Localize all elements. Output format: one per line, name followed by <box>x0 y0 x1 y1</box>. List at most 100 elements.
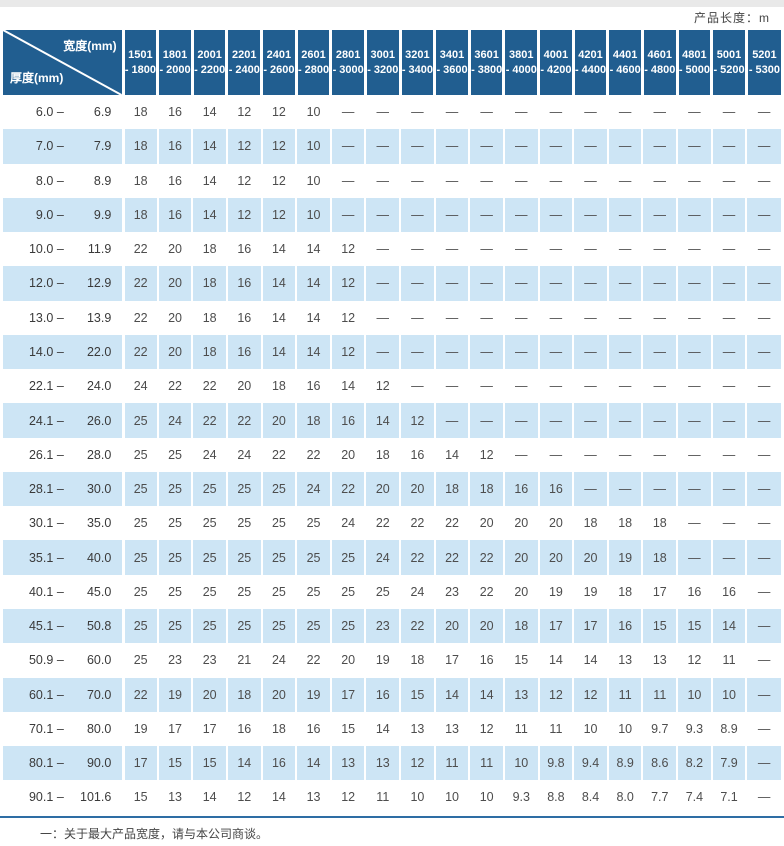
length-cell: 15 <box>502 643 539 678</box>
length-cell: 12 <box>329 334 366 370</box>
length-cell: 23 <box>364 608 401 644</box>
length-cell: 22 <box>191 403 227 438</box>
length-cell-dash: — <box>329 163 366 198</box>
length-cell: 8.8 <box>537 780 574 815</box>
length-cell: 14 <box>191 780 227 815</box>
length-cell: 20 <box>502 540 539 575</box>
length-cell-dash: — <box>537 95 574 130</box>
length-cell: 20 <box>156 334 193 370</box>
length-cell: 14 <box>260 780 297 815</box>
length-cell: 22 <box>121 300 158 335</box>
length-cell: 22 <box>433 540 470 575</box>
length-cell: 24 <box>260 643 297 678</box>
length-cell: 12 <box>225 163 262 198</box>
length-cell-dash: — <box>606 403 643 438</box>
width-range-header: 1801- 2000 <box>156 30 193 95</box>
length-cell-dash: — <box>468 334 504 370</box>
length-cell: 16 <box>225 232 262 267</box>
product-length-unit-note: 产品长度：m <box>694 11 770 25</box>
table-row: 12.0–12.9 22 20 18 16 14 14 12— — — — — — — — — — — — <box>3 266 781 301</box>
length-cell: 14 <box>295 232 331 267</box>
length-cell: 13 <box>156 780 193 815</box>
length-cell: 22 <box>295 437 331 472</box>
length-cell-dash: — <box>641 437 678 472</box>
thickness-range-label: 70.1–80.0 <box>3 711 124 747</box>
length-cell-dash: — <box>433 403 470 438</box>
length-cell: 24 <box>121 369 158 404</box>
length-cell-dash: — <box>676 163 712 198</box>
length-cell: 18 <box>121 163 158 198</box>
length-cell: 25 <box>364 574 401 609</box>
length-cell: 24 <box>329 506 366 541</box>
footer-divider-bar: 一：关于最大产品宽度，请与本公司商谈。 <box>0 816 784 842</box>
length-cell-dash: — <box>433 129 470 164</box>
length-cell: 22 <box>121 677 158 712</box>
length-cell-dash: — <box>745 643 781 678</box>
length-cell: 25 <box>156 506 193 541</box>
table-row: 14.0–22.0 22 20 18 16 14 14 12— — — — — — — — — — — — <box>3 334 781 370</box>
length-cell-dash: — <box>745 129 781 164</box>
length-cell: 22 <box>329 471 366 507</box>
thickness-range-label: 30.1–35.0 <box>3 506 124 541</box>
thickness-range-label: 13.0–13.9 <box>3 300 124 335</box>
length-cell-dash: — <box>502 369 539 404</box>
length-cell-dash: — <box>572 437 608 472</box>
length-cell: 14 <box>572 643 608 678</box>
length-cell: 12 <box>468 711 504 747</box>
length-cell-dash: — <box>676 437 712 472</box>
length-cell: 22 <box>121 266 158 301</box>
length-cell: 14 <box>295 746 331 781</box>
length-cell: 10 <box>572 711 608 747</box>
length-cell-dash: — <box>606 334 643 370</box>
length-cell-dash: — <box>641 266 678 301</box>
length-cell: 24 <box>191 437 227 472</box>
length-cell: 13 <box>502 677 539 712</box>
length-cell: 20 <box>225 369 262 404</box>
length-cell: 22 <box>225 403 262 438</box>
table-row: 22.1–24.0 24 22 22 20 18 16 14 12— — — — — — — — — — — <box>3 369 781 404</box>
length-cell-dash: — <box>710 232 747 267</box>
table-row: 26.1–28.0 25 25 24 24 22 22 20 18 16 14 12— — — — — — — — <box>3 437 781 472</box>
length-cell: 18 <box>364 437 401 472</box>
length-cell-dash: — <box>502 403 539 438</box>
length-cell: 11 <box>537 711 574 747</box>
length-cell: 11 <box>433 746 470 781</box>
length-cell-dash: — <box>606 266 643 301</box>
length-cell: 25 <box>121 403 158 438</box>
length-cell-dash: — <box>641 300 678 335</box>
length-cell: 12 <box>399 746 435 781</box>
length-cell: 12 <box>260 163 297 198</box>
length-cell: 9.7 <box>641 711 678 747</box>
length-cell: 25 <box>156 608 193 644</box>
length-cell: 14 <box>537 643 574 678</box>
length-cell: 14 <box>364 711 401 747</box>
width-range-header: 4001- 4200 <box>537 30 574 95</box>
length-cell: 15 <box>156 746 193 781</box>
length-cell: 17 <box>641 574 678 609</box>
table-row: 30.1–35.0 25 25 25 25 25 25 24 22 22 22 20 20 20 18 18 1… <box>3 506 781 541</box>
table-row: 70.1–80.0 19 17 17 16 18 16 15 14 13 13 12 11 11 10 10 9… <box>3 711 781 747</box>
length-cell-dash: — <box>710 334 747 370</box>
table-row: 7.0–7.9 18 16 14 12 12 10— — — — — — — — — — — — — <box>3 129 781 164</box>
length-cell: 16 <box>468 643 504 678</box>
length-cell: 12 <box>329 300 366 335</box>
length-cell-dash: — <box>537 403 574 438</box>
length-cell: 14 <box>364 403 401 438</box>
length-cell-dash: — <box>502 334 539 370</box>
length-cell-dash: — <box>606 232 643 267</box>
length-cell: 21 <box>225 643 262 678</box>
table-row: 40.1–45.0 25 25 25 25 25 25 25 25 24 23 22 20 19 19 18 1… <box>3 574 781 609</box>
length-cell: 25 <box>191 574 227 609</box>
length-cell: 12 <box>260 95 297 130</box>
length-cell: 25 <box>121 608 158 644</box>
width-range-header: 2001- 2200 <box>190 30 227 95</box>
length-cell: 9.4 <box>572 746 608 781</box>
length-cell: 20 <box>260 677 297 712</box>
length-cell-dash: — <box>572 334 608 370</box>
length-cell: 24 <box>225 437 262 472</box>
length-cell: 22 <box>121 232 158 267</box>
length-cell-dash: — <box>710 506 747 541</box>
length-cell: 10 <box>676 677 712 712</box>
length-cell-dash: — <box>572 266 608 301</box>
length-cell: 14 <box>191 129 227 164</box>
